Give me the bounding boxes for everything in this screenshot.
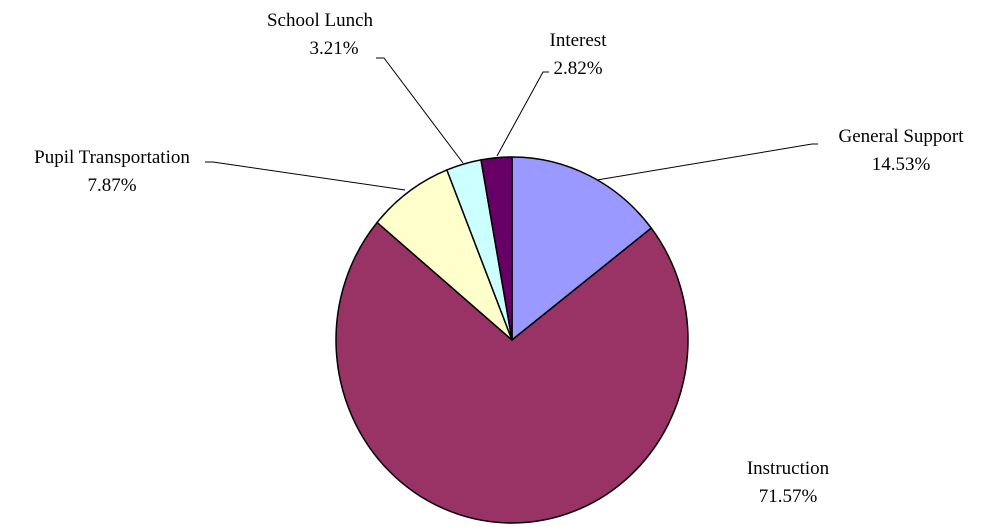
slice-label-instruction: Instruction bbox=[747, 458, 830, 479]
leader-pupil-transportation bbox=[205, 161, 406, 191]
leader-lines bbox=[205, 57, 818, 191]
pie-slice-general-support bbox=[511, 156, 653, 341]
slice-label-general-support: General Support bbox=[838, 126, 964, 147]
leader-general-support bbox=[596, 143, 818, 181]
slice-label-pupil-transportation: Pupil Transportation bbox=[34, 147, 190, 168]
slice-value-interest: 2.82% bbox=[553, 58, 602, 79]
slice-value-pupil-transportation: 7.87% bbox=[87, 175, 136, 196]
slice-label-interest: Interest bbox=[550, 30, 608, 51]
pie-slice-pupil-transportation bbox=[376, 169, 513, 341]
pie-slice-interest bbox=[480, 156, 513, 341]
pie-slices bbox=[335, 156, 689, 524]
slice-value-school-lunch: 3.21% bbox=[309, 38, 358, 59]
slice-label-school-lunch: School Lunch bbox=[267, 10, 374, 31]
slice-value-general-support: 14.53% bbox=[872, 154, 931, 175]
slice-labels: General Support 14.53% Instruction 71.57… bbox=[34, 10, 964, 507]
leader-school-lunch bbox=[376, 57, 464, 164]
slice-value-instruction: 71.57% bbox=[759, 486, 818, 507]
leader-interest bbox=[496, 71, 549, 157]
pie-slice-instruction bbox=[335, 221, 689, 524]
